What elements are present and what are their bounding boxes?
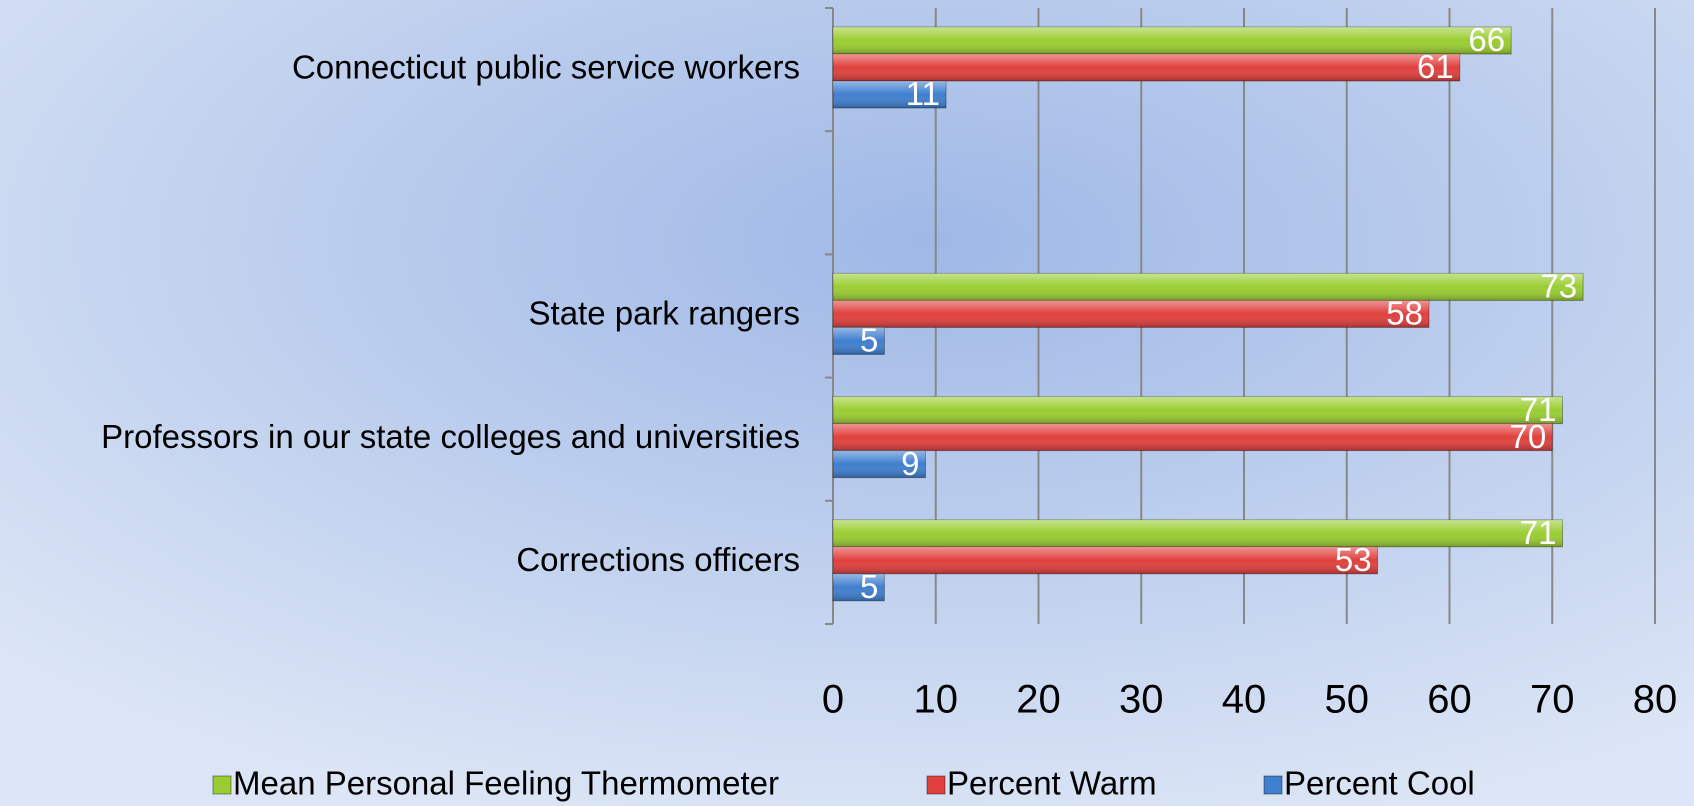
x-tick-label: 80 — [1633, 678, 1678, 722]
x-tick-label: 70 — [1530, 678, 1575, 722]
bar-shine — [833, 300, 1429, 328]
bar-shine — [833, 54, 1460, 81]
bar-shine — [833, 81, 947, 108]
category-label: Corrections officers — [516, 541, 800, 578]
value-label: 53 — [1335, 541, 1372, 578]
x-tick-label: 50 — [1325, 678, 1370, 722]
x-tick-label: 60 — [1427, 678, 1472, 722]
legend-swatch — [1263, 775, 1283, 795]
legend-swatch — [926, 775, 946, 795]
value-label: 71 — [1520, 514, 1557, 551]
category-label: Professors in our state colleges and uni… — [101, 418, 800, 455]
value-label: 61 — [1417, 48, 1454, 85]
x-tick-label: 10 — [914, 678, 959, 722]
x-tick-label: 20 — [1016, 678, 1061, 722]
value-label: 70 — [1510, 418, 1547, 455]
bar-shine — [833, 327, 885, 355]
value-label: 9 — [901, 445, 919, 482]
x-tick-label: 0 — [822, 678, 844, 722]
legend-label: Percent Warm — [947, 765, 1157, 802]
category-label: State park rangers — [529, 295, 800, 332]
value-label: 71 — [1520, 391, 1557, 428]
legend-label: Mean Personal Feeling Thermometer — [233, 765, 779, 802]
bar-shine — [833, 546, 1378, 574]
legend-swatch — [212, 775, 232, 795]
x-tick-label: 40 — [1222, 678, 1267, 722]
bar-shine — [833, 519, 1563, 547]
value-label: 11 — [906, 75, 940, 112]
legend-label: Percent Cool — [1284, 765, 1475, 802]
category-label: Connecticut public service workers — [292, 48, 800, 85]
value-label: 73 — [1540, 268, 1577, 305]
value-label: 5 — [860, 568, 878, 605]
value-label: 58 — [1386, 295, 1423, 332]
bar-shine — [833, 27, 1512, 54]
bar-shine — [833, 573, 885, 601]
bar-shine — [833, 423, 1553, 451]
value-label: 66 — [1468, 21, 1505, 58]
bar-shine — [833, 273, 1584, 301]
value-label: 5 — [860, 322, 878, 359]
bar-shine — [833, 396, 1563, 424]
bar-shine — [833, 450, 926, 478]
x-tick-label: 30 — [1119, 678, 1164, 722]
